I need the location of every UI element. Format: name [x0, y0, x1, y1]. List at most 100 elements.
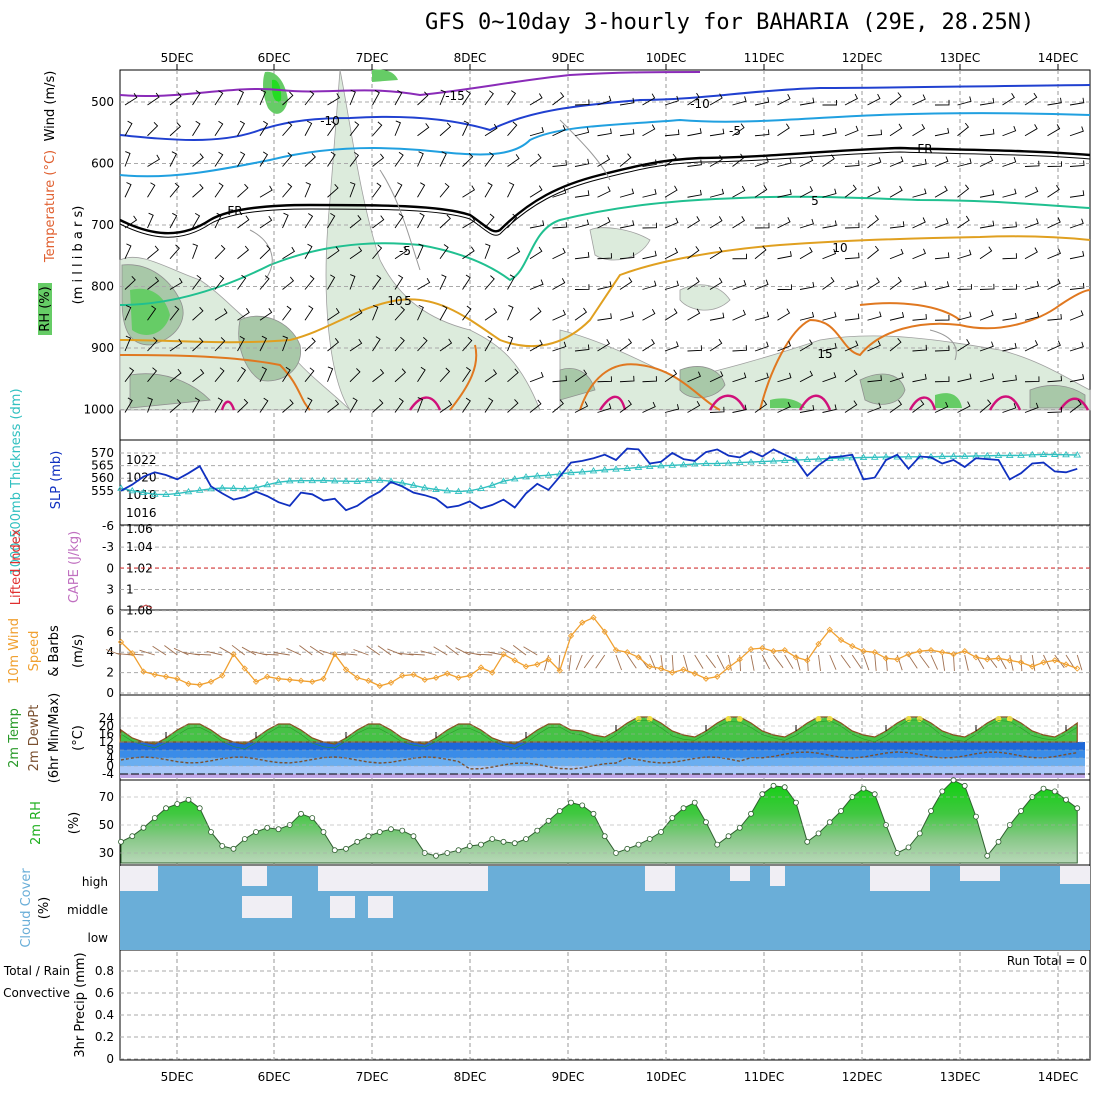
rh2m-point-34 — [500, 838, 507, 845]
wind-barb — [214, 90, 224, 106]
cape-tick-1: 1.04 — [126, 540, 153, 554]
wind-barb — [552, 247, 566, 260]
precip-title-b: Convective — [3, 986, 70, 1000]
wind10-speed-point-25 — [399, 672, 406, 679]
wind-barb — [529, 307, 542, 321]
wind-barb — [844, 369, 858, 383]
top-date-label-1: 6DEC — [258, 51, 291, 65]
thickness-point-67 — [870, 453, 879, 460]
wind-barb — [214, 151, 224, 167]
wind10-speed-point-47 — [646, 663, 653, 670]
temperature-contour-6 — [119, 235, 1091, 348]
wind-barb — [304, 243, 313, 259]
wind-barb — [124, 275, 136, 290]
wind-barb — [259, 185, 273, 198]
panel-frame-7 — [119, 949, 1091, 1061]
wind-barb — [529, 220, 545, 229]
wind10-barb-64 — [840, 654, 851, 669]
wind-barb — [642, 250, 657, 260]
rh2m-point-75 — [961, 782, 968, 789]
thickness-point-18 — [319, 476, 328, 483]
wind10-barb-77 — [986, 654, 998, 668]
wind-barb — [597, 186, 611, 198]
bottom-date-label-6: 11DEC — [744, 1070, 784, 1084]
rh2m-point-3 — [151, 815, 158, 821]
slp-axis-title: SLP (mb) — [49, 451, 64, 510]
wind10-speed-point-41 — [579, 619, 586, 626]
wind10-tick-3: 0 — [106, 686, 114, 700]
wind10-barb-51 — [694, 654, 704, 669]
thickness-point-70 — [904, 452, 913, 460]
wind-barb — [282, 246, 296, 260]
wind-barb — [552, 309, 566, 321]
wind10-barb-79 — [1009, 654, 1014, 671]
wind10-speed-point-14 — [275, 675, 282, 682]
wind10-barb-1 — [116, 653, 133, 656]
wind-barb — [822, 100, 837, 106]
wind-barb — [889, 372, 904, 383]
wind-barb — [1002, 93, 1015, 106]
rh2m-point-84 — [1063, 796, 1069, 803]
wind10-speed-point-65 — [849, 642, 856, 650]
wind-barb — [192, 183, 204, 198]
wind10-speed-point-82 — [1040, 659, 1047, 666]
wind-barb — [664, 129, 680, 137]
thickness-point-33 — [488, 481, 497, 488]
wind-barb — [282, 212, 289, 229]
top-date-label-5: 10DEC — [646, 51, 686, 65]
wind-barb — [934, 376, 950, 383]
wind-barb — [552, 278, 566, 290]
wind-barb — [327, 399, 340, 413]
wind-barb — [844, 313, 860, 321]
wind-barb — [237, 336, 245, 352]
rh2m-point-45 — [624, 845, 631, 852]
rh-contour-3 — [929, 329, 957, 361]
wind-barb — [462, 216, 476, 229]
wind-barb — [484, 275, 495, 290]
wind10-barb-49 — [671, 654, 674, 672]
wind-barb — [1047, 97, 1062, 106]
wind-barb — [439, 400, 453, 413]
wind10-speed-point-68 — [882, 655, 890, 662]
wind-barb — [867, 245, 880, 260]
wind-barb — [979, 283, 995, 290]
wind-barb — [529, 371, 544, 383]
cape-tick-0: 1.06 — [126, 522, 153, 536]
temp2m-tick-2: 16 — [99, 727, 114, 741]
precip-axis-title: 3hr Precip (mm) — [73, 952, 88, 1057]
wind-barb — [822, 404, 837, 413]
wind-barb — [214, 120, 224, 136]
wind10-barb-37 — [523, 646, 538, 656]
wind10-speed-point-53 — [714, 673, 721, 680]
rh-legend-swatch — [38, 283, 52, 335]
rh2m-point-42 — [590, 810, 597, 817]
wind10-barb-21 — [341, 652, 358, 656]
wind-barb — [349, 274, 356, 290]
wind10-barb-18 — [309, 645, 324, 656]
wind10-barb-72 — [930, 654, 939, 670]
wind-barb — [529, 93, 543, 106]
wind-barb — [799, 247, 813, 260]
wind10-speed-point-54 — [725, 664, 732, 671]
wind-barb — [214, 212, 222, 229]
wind-barb — [642, 159, 657, 167]
li-tick-1: -3 — [102, 540, 114, 554]
temp-band-1 — [120, 750, 1085, 758]
wind-barb — [327, 338, 340, 352]
wind10-barb-3 — [139, 649, 155, 656]
wind10-barb-33 — [476, 653, 493, 656]
wind10-speed-point-71 — [916, 648, 923, 655]
wind-barb — [417, 336, 428, 352]
thickness-point-56 — [747, 458, 755, 465]
wind-barb — [552, 188, 567, 198]
wind-barb — [777, 341, 792, 352]
wind-barb — [754, 222, 770, 229]
wind-barb — [867, 215, 880, 229]
wind10-barb-58 — [773, 654, 784, 669]
thickness-point-85 — [1073, 451, 1082, 458]
rh2m-point-77 — [984, 852, 991, 859]
cloud-gap-0 — [120, 866, 158, 891]
wind-barb — [394, 213, 404, 229]
wind10-speed-point-5 — [174, 675, 181, 682]
profile-ytick-3: 800 — [91, 280, 114, 294]
